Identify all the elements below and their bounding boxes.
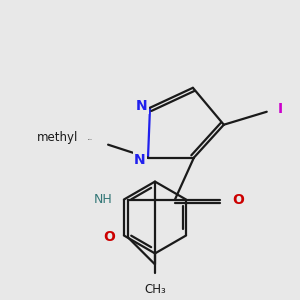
Text: methyl: methyl [88,139,93,140]
Text: N: N [136,99,148,113]
Text: CH₃: CH₃ [144,284,166,296]
Text: NH: NH [93,193,112,206]
Text: methyl: methyl [37,131,78,144]
Text: I: I [278,102,283,116]
Text: O: O [103,230,115,244]
Text: O: O [232,193,244,206]
Text: N: N [134,153,146,166]
